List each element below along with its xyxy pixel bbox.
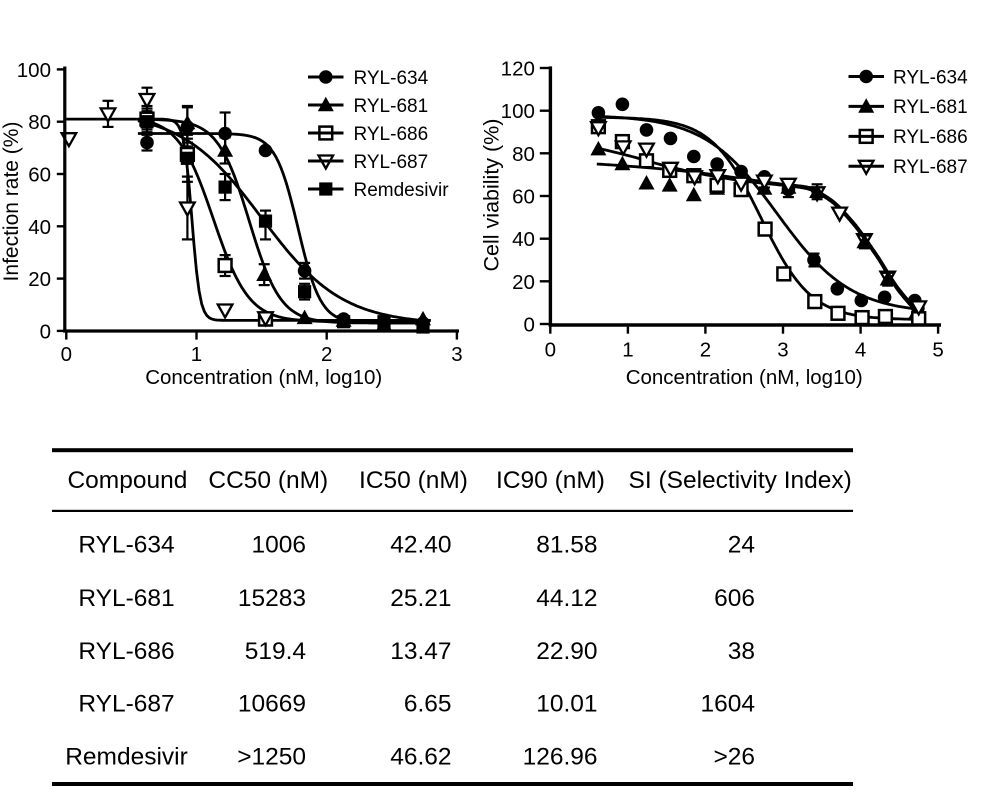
svg-text:80: 80 (512, 143, 535, 166)
svg-text:Compound: Compound (67, 467, 187, 494)
svg-text:RYL-687: RYL-687 (893, 157, 968, 178)
svg-text:0: 0 (523, 314, 534, 337)
svg-text:RYL-634: RYL-634 (893, 67, 968, 88)
svg-text:IC50 (nM): IC50 (nM) (359, 467, 468, 494)
svg-text:5: 5 (932, 339, 943, 362)
svg-text:42.40: 42.40 (390, 532, 451, 559)
svg-text:40: 40 (512, 228, 535, 251)
svg-text:44.12: 44.12 (536, 585, 597, 612)
svg-text:Concentration (nM, log10): Concentration (nM, log10) (626, 366, 863, 389)
svg-text:1006: 1006 (251, 532, 306, 559)
svg-text:13.47: 13.47 (390, 638, 451, 665)
svg-text:10669: 10669 (238, 691, 306, 718)
svg-text:Infection rate (%): Infection rate (%) (0, 122, 23, 282)
svg-text:0: 0 (545, 339, 556, 362)
svg-text:22.90: 22.90 (536, 638, 597, 665)
svg-text:0: 0 (61, 343, 72, 366)
svg-text:>1250: >1250 (237, 744, 306, 771)
svg-text:81.58: 81.58 (536, 532, 597, 559)
svg-text:Cell viability (%): Cell viability (%) (480, 119, 504, 272)
svg-text:RYL-686: RYL-686 (893, 127, 968, 148)
svg-text:20: 20 (28, 268, 51, 291)
svg-text:RYL-686: RYL-686 (354, 124, 429, 145)
svg-text:120: 120 (501, 58, 535, 81)
svg-text:3: 3 (451, 343, 462, 366)
svg-text:CC50 (nM): CC50 (nM) (208, 467, 328, 494)
svg-text:10.01: 10.01 (536, 691, 597, 718)
svg-text:>26: >26 (713, 744, 755, 771)
svg-text:0: 0 (40, 320, 51, 343)
svg-text:80: 80 (28, 111, 51, 134)
svg-text:4: 4 (855, 339, 866, 362)
svg-text:RYL-681: RYL-681 (354, 96, 429, 117)
svg-text:RYL-686: RYL-686 (78, 638, 174, 665)
svg-text:25.21: 25.21 (390, 585, 451, 612)
svg-text:3: 3 (777, 339, 788, 362)
svg-text:1: 1 (622, 339, 633, 362)
svg-text:606: 606 (714, 585, 755, 612)
svg-text:24: 24 (728, 532, 755, 559)
svg-text:40: 40 (28, 216, 51, 239)
svg-text:IC90 (nM): IC90 (nM) (496, 467, 605, 494)
svg-text:RYL-634: RYL-634 (78, 532, 174, 559)
svg-text:RYL-687: RYL-687 (354, 152, 429, 173)
svg-text:Remdesivir: Remdesivir (354, 180, 450, 201)
svg-text:Remdesivir: Remdesivir (65, 744, 188, 771)
svg-text:2: 2 (321, 343, 332, 366)
svg-text:519.4: 519.4 (245, 638, 306, 665)
svg-text:100: 100 (17, 59, 51, 82)
svg-text:60: 60 (28, 164, 51, 187)
svg-text:6.65: 6.65 (404, 691, 452, 718)
svg-text:15283: 15283 (238, 585, 306, 612)
svg-text:RYL-681: RYL-681 (78, 585, 174, 612)
svg-text:Concentration (nM, log10): Concentration (nM, log10) (145, 366, 382, 389)
svg-text:SI (Selectivity Index): SI (Selectivity Index) (629, 467, 852, 494)
svg-text:20: 20 (512, 271, 535, 294)
svg-text:126.96: 126.96 (523, 744, 598, 771)
svg-text:1604: 1604 (700, 691, 755, 718)
svg-text:100: 100 (501, 100, 535, 123)
svg-text:2: 2 (700, 339, 711, 362)
svg-text:RYL-681: RYL-681 (893, 97, 968, 118)
svg-text:RYL-687: RYL-687 (78, 691, 174, 718)
svg-text:RYL-634: RYL-634 (354, 68, 429, 89)
svg-text:38: 38 (728, 638, 755, 665)
svg-text:46.62: 46.62 (390, 744, 451, 771)
svg-text:1: 1 (191, 343, 202, 366)
svg-text:60: 60 (512, 186, 535, 209)
